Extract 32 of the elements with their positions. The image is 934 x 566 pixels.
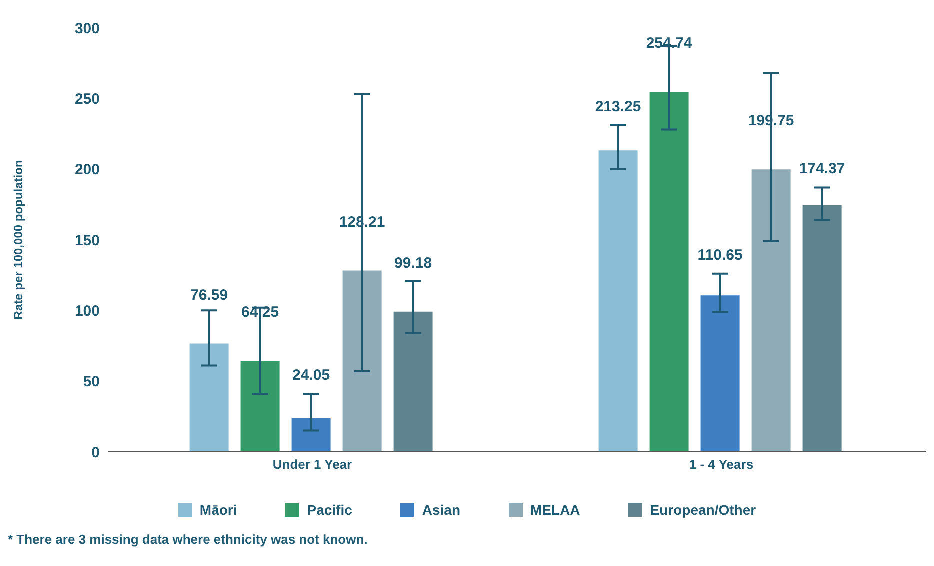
text: * There are 3 missing data where ethnicity was not known. xyxy=(8,532,369,547)
legend-label: MELAA xyxy=(530,502,580,518)
y-tick-label: 50 xyxy=(83,374,100,391)
data-label: 110.65 xyxy=(698,246,743,264)
data-label: 213.25 xyxy=(595,98,642,116)
y-tick-label: 200 xyxy=(74,162,100,179)
bar xyxy=(752,170,791,452)
bar xyxy=(598,150,638,452)
legend-label: Māori xyxy=(200,502,238,518)
y-tick-label: 300 xyxy=(74,20,100,38)
bar xyxy=(240,361,280,452)
bar xyxy=(190,344,229,452)
x-tick-label: Under 1 Year xyxy=(272,457,352,472)
x-tick-label: 1 - 4 Years xyxy=(689,457,754,472)
legend-label: Asian xyxy=(422,502,461,518)
y-tick-label: 250 xyxy=(74,90,100,108)
bar xyxy=(700,296,740,452)
y-axis-title: Rate per 100,000 population xyxy=(11,160,26,320)
y-tick-label: 100 xyxy=(74,302,100,320)
data-label: 174.37 xyxy=(799,160,846,178)
data-label: 76.59 xyxy=(190,286,228,304)
bar xyxy=(394,312,433,452)
y-tick-label: 0 xyxy=(92,444,100,462)
bar xyxy=(292,418,331,452)
legend-label: Pacific xyxy=(307,502,352,518)
legend-label: European/Other xyxy=(650,502,756,518)
data-label: 99.18 xyxy=(394,254,432,272)
data-label: 24.05 xyxy=(292,367,330,384)
bar xyxy=(342,270,382,452)
bar xyxy=(802,206,842,452)
bar xyxy=(650,92,689,452)
y-tick-label: 150 xyxy=(74,232,100,250)
